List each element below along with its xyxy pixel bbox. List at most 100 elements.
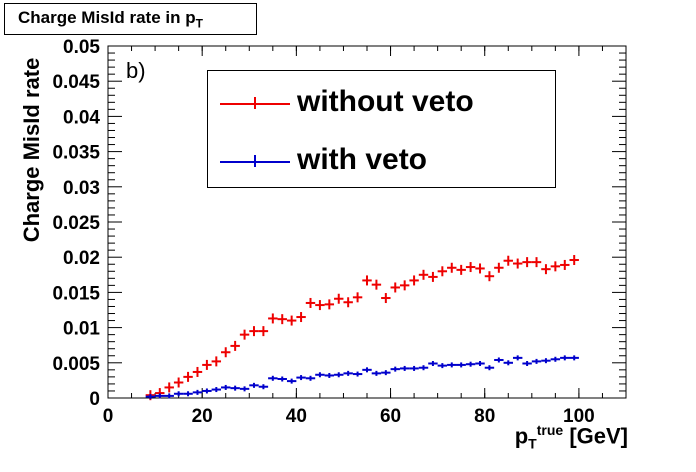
x-tick-label: 60	[380, 406, 401, 427]
data-point	[550, 356, 561, 362]
data-point	[324, 299, 335, 310]
data-point	[258, 384, 269, 390]
series-layer	[145, 255, 579, 401]
data-point	[305, 375, 316, 381]
chart-title-main: Charge MisId rate in p	[18, 8, 196, 27]
data-point	[286, 315, 297, 326]
data-point	[315, 300, 325, 311]
x-tick-label: 20	[192, 406, 213, 427]
data-point	[211, 387, 222, 393]
legend-label-with-veto: with veto	[297, 143, 428, 176]
legend-tick-blue	[254, 155, 256, 167]
legend: without veto with veto	[207, 70, 556, 188]
data-point	[362, 367, 372, 373]
data-point	[550, 261, 561, 272]
data-point	[239, 386, 250, 392]
data-point	[211, 356, 222, 367]
data-point	[192, 389, 203, 395]
data-point	[371, 370, 382, 376]
x-axis-label: pTtrue [GeV]	[515, 422, 628, 452]
data-point	[221, 384, 231, 390]
data-point	[334, 293, 344, 304]
data-point	[531, 358, 542, 364]
data-point	[249, 382, 259, 388]
y-tick-label: 0.015	[52, 283, 100, 304]
data-point	[409, 275, 419, 286]
data-point	[484, 365, 495, 371]
data-point	[494, 262, 504, 273]
chart-title-sub: T	[195, 16, 203, 31]
data-point	[522, 361, 532, 367]
data-point	[447, 262, 457, 273]
data-point	[305, 297, 316, 308]
data-point	[503, 360, 513, 366]
data-point	[409, 365, 419, 371]
data-point	[202, 388, 212, 394]
data-point	[494, 357, 504, 363]
data-point	[475, 263, 485, 274]
y-tick-label: 0.01	[63, 319, 100, 340]
data-point	[465, 262, 476, 273]
data-point	[390, 282, 400, 293]
series-with-veto	[145, 355, 579, 400]
y-tick-label: 0.035	[52, 143, 100, 164]
data-point	[371, 279, 382, 290]
axes: 0 0.005 0.01 0.015 0.02 0.025 0.03 0.035 0.04 0.0…	[52, 37, 627, 427]
data-point	[155, 393, 165, 399]
data-point	[343, 297, 353, 308]
x-axis-label-unit: [GeV]	[569, 423, 628, 449]
data-point	[569, 355, 579, 361]
data-point	[475, 361, 485, 367]
chart-title: Charge MisId rate in pT	[4, 3, 257, 35]
data-point	[268, 375, 278, 381]
data-point	[258, 326, 269, 337]
y-axis-label: Charge MisId rate	[19, 57, 44, 243]
data-point	[173, 391, 184, 397]
data-point	[531, 257, 542, 268]
data-point	[456, 362, 466, 368]
data-point	[249, 326, 259, 337]
data-point	[399, 280, 410, 291]
legend-label-without-veto: without veto	[297, 85, 474, 118]
data-point	[541, 358, 551, 364]
y-tick-label: 0.02	[63, 248, 100, 269]
x-tick-label: 80	[474, 406, 495, 427]
data-point	[277, 376, 287, 382]
data-point	[352, 292, 363, 303]
data-point	[286, 378, 297, 384]
data-point	[173, 377, 184, 388]
data-point	[399, 365, 410, 371]
data-point	[230, 385, 240, 391]
data-point	[192, 366, 203, 377]
data-point	[239, 329, 250, 340]
data-point	[343, 370, 353, 376]
data-point	[362, 275, 372, 286]
data-point	[277, 314, 287, 325]
legend-tick-red	[254, 97, 256, 109]
data-point	[569, 255, 579, 266]
series-without-veto	[145, 255, 579, 401]
legend-entry-with-veto: with veto	[208, 141, 555, 181]
data-point	[381, 370, 391, 376]
data-point	[437, 266, 448, 277]
data-point	[352, 371, 363, 377]
data-point	[456, 264, 466, 275]
data-point	[418, 269, 429, 280]
data-point	[334, 372, 344, 378]
data-point	[296, 312, 306, 323]
data-point	[418, 365, 429, 371]
data-point	[145, 394, 156, 400]
data-point	[465, 361, 476, 367]
data-point	[230, 340, 240, 351]
x-tick-label: 0	[103, 406, 114, 427]
data-point	[484, 271, 495, 282]
y-tick-label: 0.04	[63, 107, 100, 128]
data-point	[503, 255, 513, 266]
data-point	[381, 293, 391, 304]
data-point	[447, 362, 457, 368]
x-axis-label-sup: true	[536, 422, 564, 438]
data-point	[183, 371, 193, 382]
y-tick-label: 0.045	[52, 72, 100, 93]
data-point	[221, 347, 231, 358]
